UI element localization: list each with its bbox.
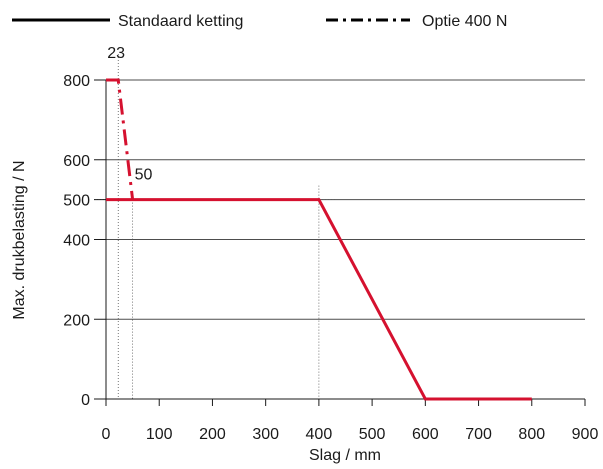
x-tick-label-100: 100 [146,426,173,443]
x-tick-label-700: 700 [465,426,492,443]
y-tick-label-200: 200 [63,312,90,329]
legend-label-optie-400n: Optie 400 N [422,13,507,30]
y-tick-label-400: 400 [63,233,90,250]
y-tick-label-0: 0 [81,392,90,409]
y-tick-label-500: 500 [63,193,90,210]
annotation-23: 23 [107,45,125,62]
ticks: 0 200 400 500 600 800 0 100 200 300 400 500 600 700 80… [63,73,598,443]
annotations: 23 50 [107,45,152,184]
x-tick-label-600: 600 [412,426,439,443]
x-axis-title: Slag / mm [309,447,381,464]
y-tick-label-800: 800 [63,73,90,90]
y-axis-title: Max. drukbelasting / N [11,160,28,319]
y-tick-label-600: 600 [63,153,90,170]
x-tick-label-400: 400 [306,426,333,443]
series-line-1 [106,78,135,200]
series-line-0 [106,198,532,401]
x-tick-label-500: 500 [359,426,386,443]
x-tick-label-0: 0 [102,426,111,443]
legend: Standaard ketting Optie 400 N [12,13,507,30]
guide-lines [94,54,337,399]
x-tick-label-200: 200 [199,426,226,443]
legend-label-standaard-ketting: Standaard ketting [118,13,243,30]
series [105,78,532,401]
annotation-50: 50 [135,167,153,184]
x-tick-label-300: 300 [252,426,279,443]
x-tick-label-900: 900 [572,426,599,443]
x-tick-label-800: 800 [518,426,545,443]
